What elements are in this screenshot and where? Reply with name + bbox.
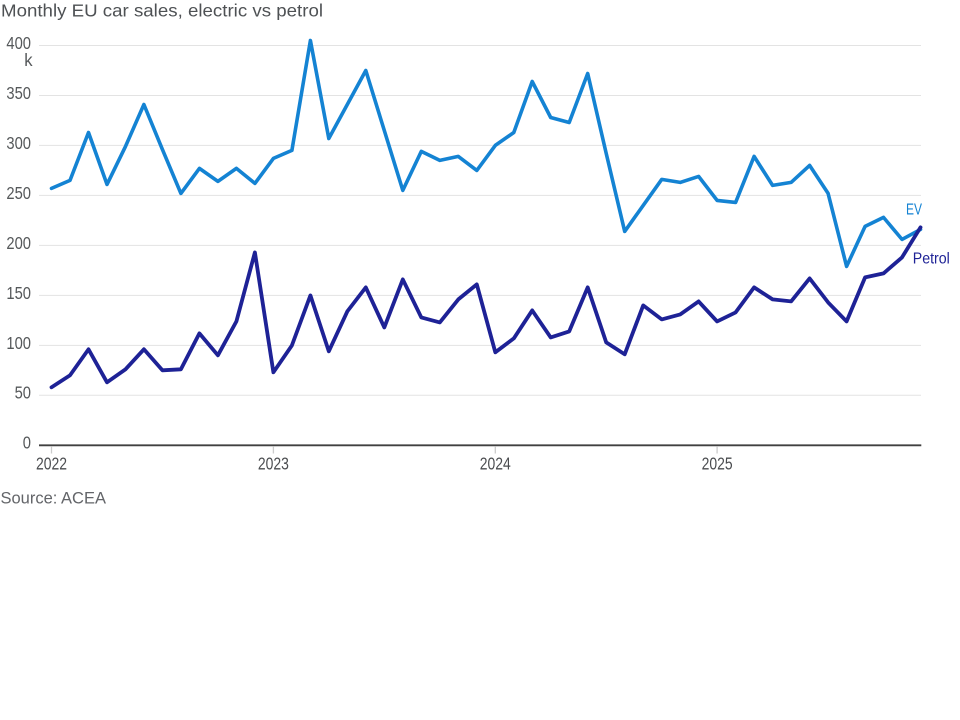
svg-text:200: 200 [6,233,31,253]
svg-text:0: 0 [23,433,31,453]
svg-text:EV: EV [906,201,922,218]
svg-text:k: k [24,50,33,70]
svg-text:150: 150 [6,283,31,303]
svg-text:Petrol: Petrol [913,250,950,267]
svg-text:100: 100 [6,333,31,353]
svg-text:2023: 2023 [258,453,289,473]
svg-text:350: 350 [6,83,31,103]
svg-text:2025: 2025 [702,453,733,473]
svg-text:250: 250 [6,183,31,203]
svg-text:Monthly EU car sales, electric: Monthly EU car sales, electric vs petrol [1,1,323,21]
svg-text:50: 50 [15,383,32,403]
svg-text:Source: ACEA: Source: ACEA [1,489,106,507]
svg-text:300: 300 [6,133,31,153]
svg-text:2024: 2024 [480,453,511,473]
svg-text:2022: 2022 [36,453,67,473]
svg-text:400: 400 [6,33,31,53]
